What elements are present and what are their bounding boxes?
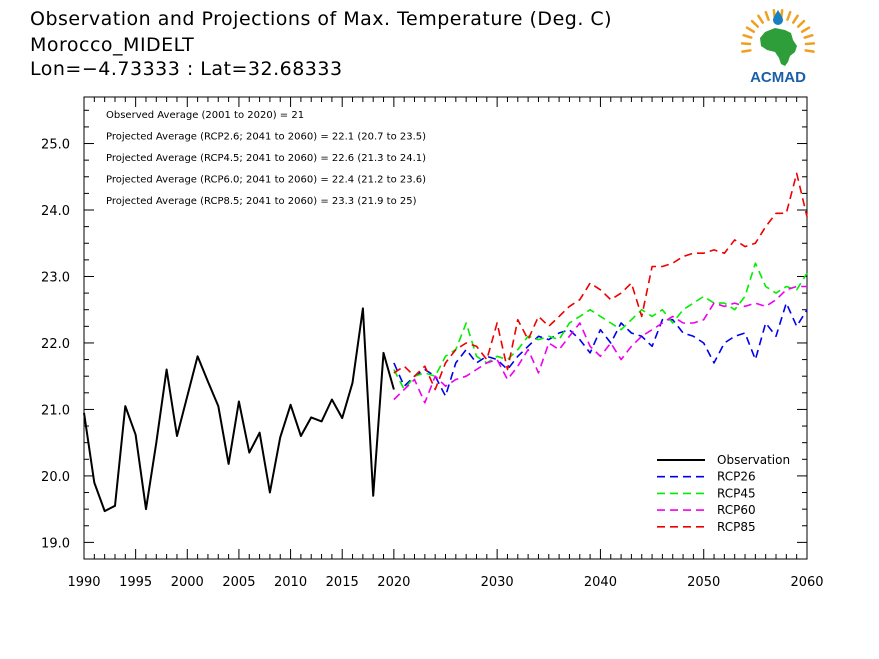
y-tick-label: 19.0 <box>41 536 70 551</box>
y-tick-label: 25.0 <box>41 138 70 153</box>
x-tick-label: 2000 <box>171 575 204 590</box>
x-tick-label: 2050 <box>687 575 720 590</box>
acmad-logo: ACMAD <box>740 8 816 86</box>
sun-ray <box>804 42 816 46</box>
sun-ray <box>745 26 756 33</box>
x-tick-label: 2020 <box>377 575 410 590</box>
sun-ray <box>803 33 814 39</box>
series-layer <box>83 172 808 513</box>
chart-subtitle-coordinates: Lon=−4.73333 : Lat=32.68333 <box>30 58 343 80</box>
legend: Observation RCP26 RCP45 RCP60 RCP85 <box>657 453 790 534</box>
series-line-rcp85 <box>393 172 808 391</box>
legend-label: RCP26 <box>717 470 756 484</box>
chart-subtitle-location: Morocco_MIDELT <box>30 34 195 56</box>
y-tick-label: 22.0 <box>41 337 70 352</box>
legend-label: RCP60 <box>717 503 756 517</box>
x-tick-label: 1990 <box>67 575 100 590</box>
y-tick-label: 20.0 <box>41 470 70 485</box>
x-tick-label: 2060 <box>790 575 823 590</box>
legend-label: RCP45 <box>717 486 756 500</box>
x-tick-label: 1995 <box>119 575 152 590</box>
annotation-line: Projected Average (RCP2.6; 2041 to 2060)… <box>106 132 426 143</box>
africa-map-logo-icon <box>760 28 797 66</box>
y-axis: 19.0 20.0 21.0 22.0 23.0 24.0 25.0 <box>41 109 807 560</box>
sun-ray <box>750 19 760 28</box>
sun-ray <box>791 14 799 24</box>
x-tick-label: 2005 <box>222 575 255 590</box>
sun-ray <box>742 33 753 39</box>
sun-ray <box>786 10 792 21</box>
chart-title: Observation and Projections of Max. Temp… <box>30 8 613 30</box>
y-tick-label: 24.0 <box>41 204 70 219</box>
x-tick-label: 2015 <box>326 575 359 590</box>
annotations: Observed Average (2001 to 2020) = 21 Proj… <box>106 110 426 207</box>
series-line-rcp26 <box>393 302 808 397</box>
series-line-rcp60 <box>393 285 807 404</box>
annotation-line: Projected Average (RCP4.5; 2041 to 2060)… <box>106 153 426 164</box>
series-line-rcp45 <box>393 262 808 391</box>
sun-ray <box>764 10 770 21</box>
x-tick-label: 2040 <box>584 575 617 590</box>
sun-ray <box>800 26 811 33</box>
logo-text: ACMAD <box>750 69 806 86</box>
sun-ray <box>741 49 752 53</box>
x-axis: 1990 1995 2000 2005 2010 2015 2020 2030 2040 2050… <box>67 97 824 590</box>
water-drop-icon <box>773 10 783 25</box>
x-tick-label: 2010 <box>274 575 307 590</box>
y-tick-label: 23.0 <box>41 270 70 285</box>
legend-label: RCP85 <box>717 520 756 534</box>
sun-ray <box>740 42 752 46</box>
plot-frame <box>83 96 808 560</box>
sun-ray <box>757 14 765 24</box>
legend-label: Observation <box>717 453 790 467</box>
annotation-line: Observed Average (2001 to 2020) = 21 <box>106 110 304 121</box>
annotation-line: Projected Average (RCP6.0; 2041 to 2060)… <box>106 175 426 186</box>
sun-rays-icon <box>740 8 816 53</box>
x-tick-label: 2030 <box>481 575 514 590</box>
y-tick-label: 21.0 <box>41 403 70 418</box>
series-line-observation <box>83 307 395 513</box>
sun-ray <box>804 49 815 53</box>
annotation-line: Projected Average (RCP8.5; 2041 to 2060)… <box>106 196 417 207</box>
sun-ray <box>796 19 806 28</box>
